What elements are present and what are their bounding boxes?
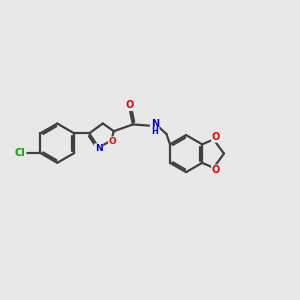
- Text: Cl: Cl: [15, 148, 26, 158]
- Text: O: O: [109, 137, 116, 146]
- Text: N: N: [95, 144, 102, 153]
- Text: H: H: [151, 127, 158, 136]
- Text: O: O: [212, 165, 220, 175]
- Text: O: O: [125, 100, 134, 110]
- Text: N: N: [151, 118, 159, 129]
- Text: O: O: [212, 132, 220, 142]
